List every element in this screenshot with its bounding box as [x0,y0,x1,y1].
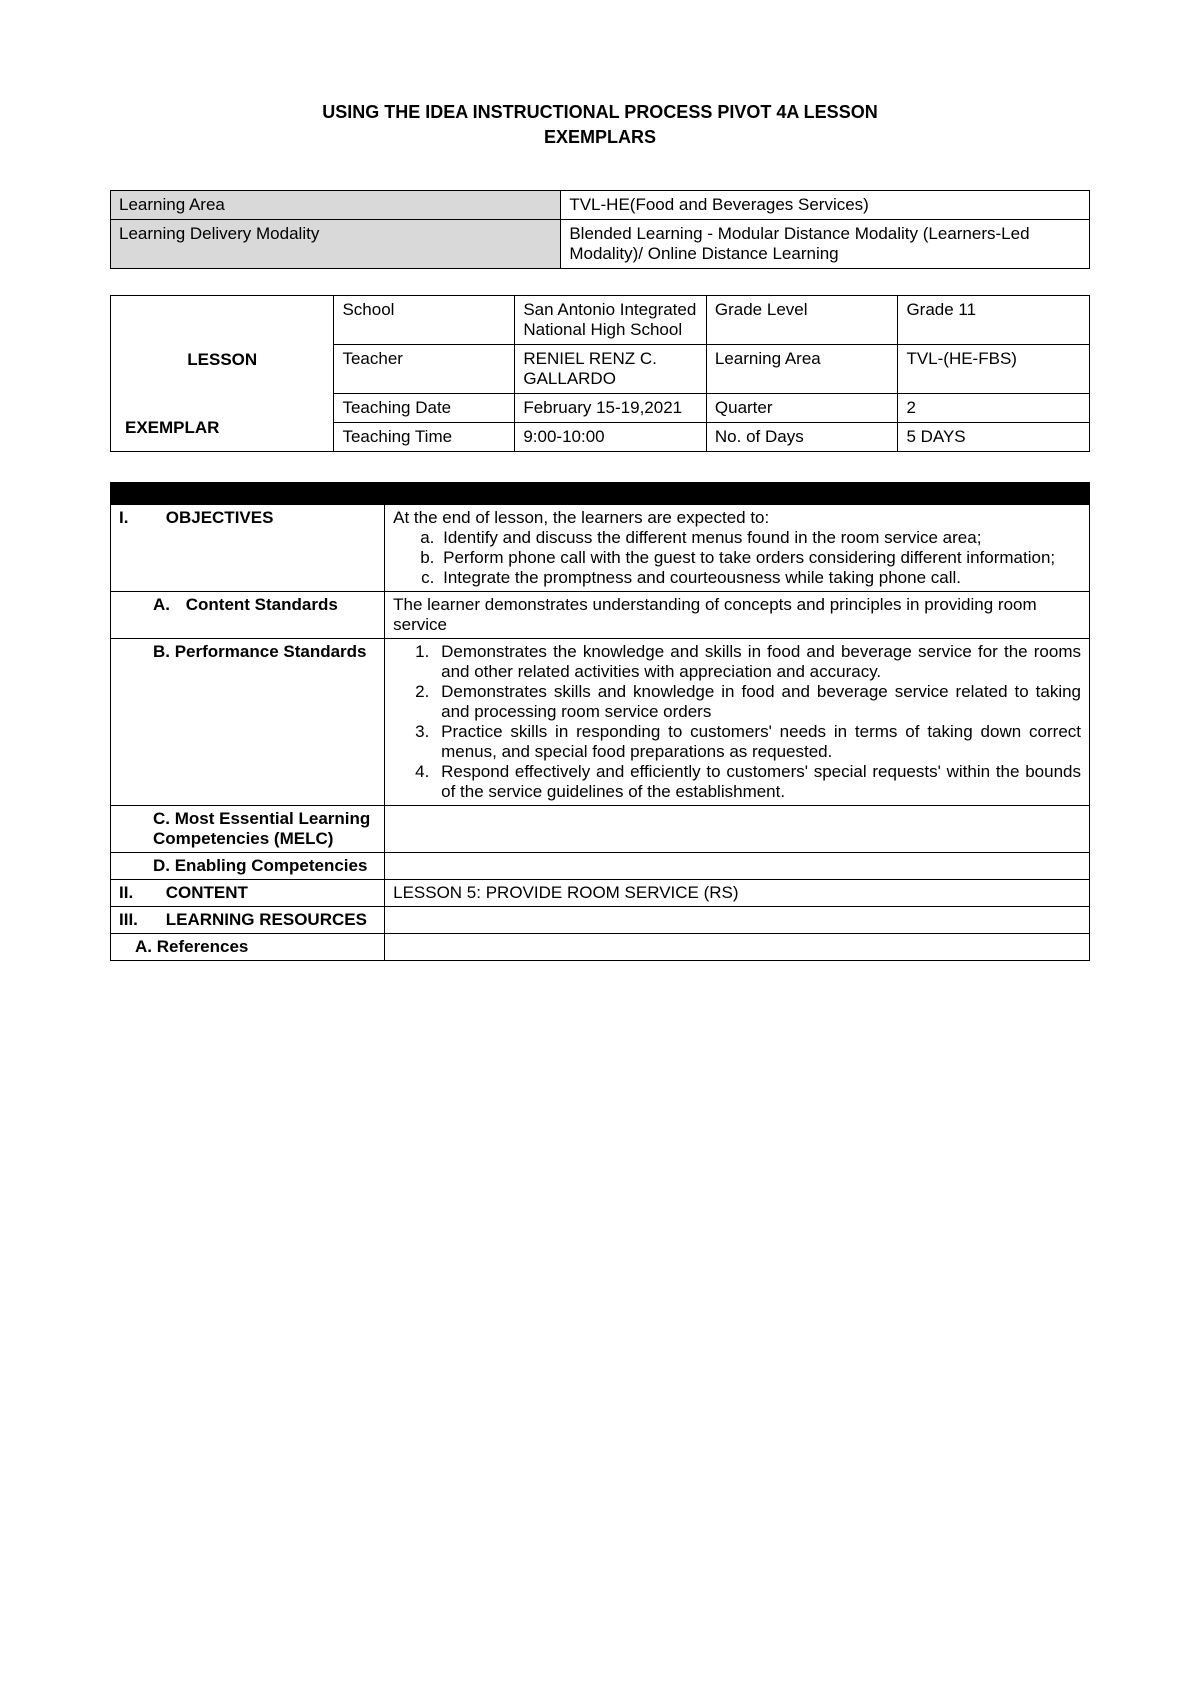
row4-field2: No. of Days [706,423,898,452]
learning-area-value: TVL-HE(Food and Beverages Services) [561,191,1090,220]
content-standards-value: The learner demonstrates understanding o… [385,592,1090,639]
performance-standards-label: B. Performance Standards [119,642,376,662]
row4-value2: 5 DAYS [898,423,1090,452]
learning-area-label: Learning Area [111,191,561,220]
objectives-content: At the end of lesson, the learners are e… [385,505,1090,592]
melc-value [385,806,1090,853]
row2-field: Teacher [334,345,515,394]
exemplar-heading-1: LESSON [187,350,257,369]
content-standards-label-cell: A. Content Standards [111,592,385,639]
objective-item-b: Perform phone call with the guest to tak… [439,548,1081,568]
content-section-value: LESSON 5: PROVIDE ROOM SERVICE (RS) [385,880,1090,907]
row4-field: Teaching Time [334,423,515,452]
letter-a: A. [153,595,181,615]
row2-value: RENIEL RENZ C. GALLARDO [515,345,707,394]
objectives-label: OBJECTIVES [166,508,274,527]
black-bar-row [111,483,1090,505]
row1-field: School [334,296,515,345]
row2-field2: Learning Area [706,345,898,394]
roman-i: I. [119,508,161,528]
row1-value: San Antonio Integrated National High Sch… [515,296,707,345]
objectives-intro: At the end of lesson, the learners are e… [393,508,1081,528]
row3-field2: Quarter [706,394,898,423]
document-page: USING THE IDEA INSTRUCTIONAL PROCESS PIV… [0,0,1200,1021]
resources-label-cell: III. LEARNING RESOURCES [111,907,385,934]
objective-item-a: Identify and discuss the different menus… [439,528,1081,548]
title-line-1: USING THE IDEA INSTRUCTIONAL PROCESS PIV… [322,102,877,122]
references-value [385,934,1090,961]
enabling-label: D. Enabling Competencies [119,856,376,876]
row2-value2: TVL-(HE-FBS) [898,345,1090,394]
references-label-cell: A. References [111,934,385,961]
roman-iii: III. [119,910,161,930]
content-standards-label: Content Standards [186,595,338,614]
performance-standards-content: 1.Demonstrates the knowledge and skills … [385,639,1090,806]
melc-label-cell: C. Most Essential Learning Competencies … [111,806,385,853]
row1-value2: Grade 11 [898,296,1090,345]
content-section-label-cell: II. CONTENT [111,880,385,907]
modality-value: Blended Learning - Modular Distance Moda… [561,220,1090,269]
enabling-label-cell: D. Enabling Competencies [111,853,385,880]
row1-field2: Grade Level [706,296,898,345]
perf-item-3: Practice skills in responding to custome… [441,722,1081,762]
perf-item-2: Demonstrates skills and knowledge in foo… [441,682,1081,722]
document-title: USING THE IDEA INSTRUCTIONAL PROCESS PIV… [110,100,1090,150]
exemplar-heading-2: EXEMPLAR [125,418,219,437]
perf-item-1: Demonstrates the knowledge and skills in… [441,642,1081,682]
enabling-value [385,853,1090,880]
performance-standards-label-cell: B. Performance Standards [111,639,385,806]
roman-ii: II. [119,883,161,903]
modality-label: Learning Delivery Modality [111,220,561,269]
row3-field: Teaching Date [334,394,515,423]
row4-value: 9:00-10:00 [515,423,707,452]
melc-label: C. Most Essential Learning Competencies … [119,809,376,849]
resources-label: LEARNING RESOURCES [166,910,367,929]
lesson-exemplar-table: LESSON EXEMPLAR School San Antonio Integ… [110,295,1090,452]
content-section-label: CONTENT [166,883,248,902]
perf-item-4: Respond effectively and efficiently to c… [441,762,1081,802]
row3-value2: 2 [898,394,1090,423]
references-label: A. References [119,937,376,957]
row3-value: February 15-19,2021 [515,394,707,423]
main-content-table: I. OBJECTIVES At the end of lesson, the … [110,482,1090,961]
resources-value [385,907,1090,934]
objectives-label-cell: I. OBJECTIVES [111,505,385,592]
title-line-2: EXEMPLARS [544,127,656,147]
objective-item-c: Integrate the promptness and courteousne… [439,568,1081,588]
info-table: Learning Area TVL-HE(Food and Beverages … [110,190,1090,269]
exemplar-heading-cell: LESSON EXEMPLAR [111,296,334,452]
